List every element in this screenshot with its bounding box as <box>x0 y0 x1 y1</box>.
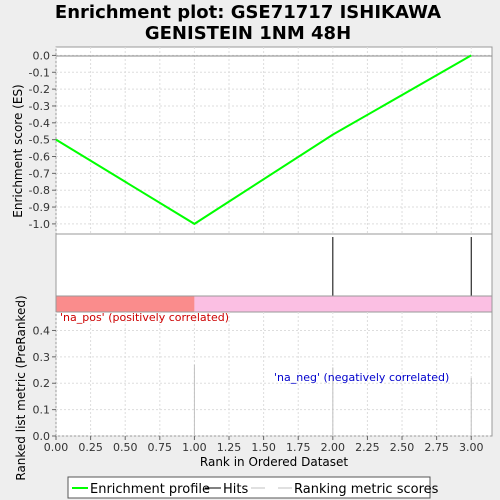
es-y-ticks: 0.0 -0.1 -0.2 -0.3 -0.4 -0.5 -0.6 -0.7 -0.8 -0.9 -… <box>29 49 56 231</box>
legend-label: Hits <box>223 482 248 497</box>
x-tick-label: 2.50 <box>390 441 415 454</box>
x-tick-label: 0.25 <box>78 441 103 454</box>
legend: Enrichment profile Hits Ranking metric sco… <box>72 482 439 497</box>
es-y-tick-label: -0.5 <box>29 134 50 147</box>
enrichment-profile-line <box>55 54 472 226</box>
colorbar-segment <box>194 296 492 312</box>
legend-label: Ranking metric scores <box>294 482 439 497</box>
negative-correlation-label: 'na_neg' (negatively correlated) <box>274 371 449 384</box>
es-y-tick-label: -0.2 <box>29 83 50 96</box>
x-tick-label: 0.00 <box>44 441 69 454</box>
positive-correlation-label: 'na_pos' (positively correlated) <box>60 311 229 324</box>
ranking-colorbar <box>55 295 493 313</box>
metric-bars <box>193 364 472 436</box>
x-tick-label: 0.75 <box>148 441 173 454</box>
es-y-tick-label: -0.1 <box>29 66 50 79</box>
x-tick-label: 3.00 <box>459 441 484 454</box>
x-tick-label: 0.50 <box>113 441 138 454</box>
legend-box <box>67 476 431 499</box>
x-tick-label: 2.00 <box>321 441 346 454</box>
plot-title-line-1: Enrichment plot: GSE71717 ISHIKAWA <box>55 2 441 23</box>
metric-y-tick-label: 0.1 <box>33 404 51 417</box>
plot-title-line-2: GENISTEIN 1NM 48H <box>145 23 351 44</box>
x-tick-label: 2.75 <box>424 441 449 454</box>
es-y-tick-label: -1.0 <box>29 218 50 231</box>
colorbar-segment <box>56 296 195 312</box>
metric-y-tick-label: 0.2 <box>33 377 51 390</box>
x-axis-label: Rank in Ordered Dataset <box>200 455 348 469</box>
metric-y-tick-label: 0.3 <box>33 351 51 364</box>
es-y-axis-label: Enrichment score (ES) <box>11 84 25 217</box>
es-y-tick-label: -0.6 <box>29 151 50 164</box>
metric-y-tick-label: 0.4 <box>33 324 51 337</box>
x-axis-ticks: 0.00 0.25 0.50 0.75 1.00 1.25 1.50 1.75 2.00 2.25… <box>44 436 484 454</box>
metric-panel <box>55 311 493 437</box>
es-panel <box>55 46 493 235</box>
x-tick-label: 2.25 <box>355 441 380 454</box>
legend-label: Enrichment profile <box>90 482 210 497</box>
metric-y-axis-label: Ranked list metric (PreRanked) <box>14 295 28 480</box>
hits-panel <box>55 233 493 297</box>
x-tick-label: 1.00 <box>182 441 207 454</box>
hits-group <box>332 237 472 296</box>
metric-y-ticks: 0.0 0.1 0.2 0.3 0.4 <box>33 324 56 443</box>
x-tick-label: 1.25 <box>217 441 242 454</box>
es-y-tick-label: -0.9 <box>29 201 50 214</box>
es-y-tick-label: -0.8 <box>29 184 50 197</box>
metric-y-tick-label: 0.0 <box>33 430 51 443</box>
x-tick-label: 1.50 <box>251 441 276 454</box>
x-tick-label: 1.75 <box>286 441 311 454</box>
es-y-tick-label: -0.3 <box>29 100 50 113</box>
metric-grid <box>55 312 492 437</box>
es-y-tick-label: -0.7 <box>29 167 50 180</box>
es-y-tick-label: -0.4 <box>29 117 50 130</box>
es-y-tick-label: 0.0 <box>33 49 51 62</box>
